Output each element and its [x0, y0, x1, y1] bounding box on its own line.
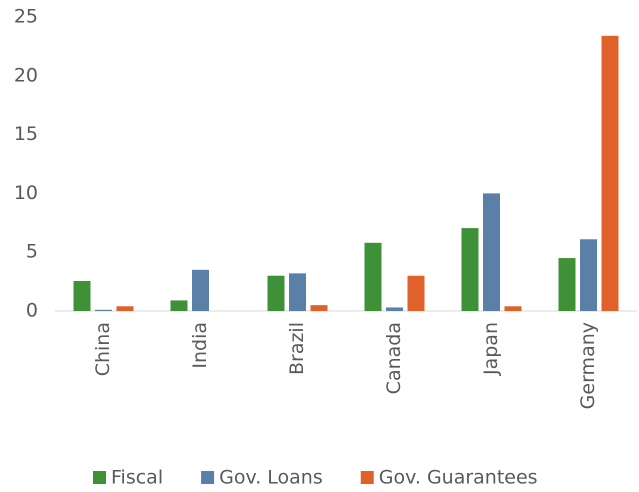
y-tick-label: 15 [14, 123, 38, 145]
y-tick-label: 5 [26, 241, 38, 263]
bar [407, 275, 425, 311]
bar [192, 269, 209, 311]
bar [170, 300, 188, 311]
legend-swatch [201, 471, 215, 484]
bar [483, 193, 500, 311]
y-tick-label: 0 [26, 300, 38, 322]
bar [504, 306, 522, 311]
bar [73, 281, 91, 311]
bar [116, 306, 134, 311]
legend-label: Gov. Loans [219, 467, 323, 489]
bar [289, 273, 306, 311]
legend-label: Gov. Guarantees [379, 467, 538, 489]
x-tick-label: Germany [577, 322, 599, 409]
bar [386, 307, 403, 311]
legend-label: Fiscal [111, 467, 163, 489]
bar [558, 258, 576, 311]
x-tick-label: Canada [383, 322, 405, 394]
bar [364, 242, 382, 311]
y-tick-label: 20 [14, 64, 38, 86]
x-tick-label: Brazil [286, 322, 308, 375]
bar [310, 305, 328, 311]
x-tick-label: Japan [480, 322, 502, 376]
x-tick-label: China [92, 322, 114, 376]
bar [95, 309, 112, 311]
legend-swatch [93, 471, 106, 484]
y-tick-label: 25 [14, 6, 38, 28]
bar [461, 228, 479, 311]
legend-swatch [360, 471, 374, 484]
bar [267, 275, 285, 311]
bar [580, 239, 597, 311]
bar [601, 35, 619, 311]
y-tick-label: 10 [14, 182, 38, 204]
x-tick-label: India [189, 322, 211, 369]
